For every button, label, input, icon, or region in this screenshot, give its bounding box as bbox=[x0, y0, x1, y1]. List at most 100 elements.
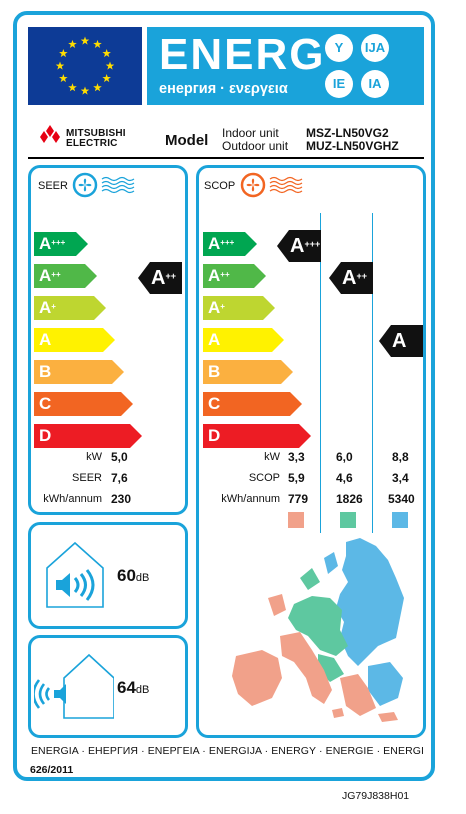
scale-bar-letter: A bbox=[208, 330, 221, 349]
scale-bar: C bbox=[203, 392, 302, 416]
scale-bar-label: A++ bbox=[39, 265, 61, 287]
scale-bar-shape bbox=[34, 360, 124, 384]
scop-col1-kw: 3,3 bbox=[288, 450, 305, 464]
climate-colder-swatch bbox=[392, 512, 408, 528]
rating-letter: A bbox=[151, 267, 166, 289]
scale-bar: B bbox=[34, 360, 124, 384]
outdoor-speaker-house-icon bbox=[34, 653, 114, 719]
rating-letter: A bbox=[290, 235, 305, 257]
scale-bar: A bbox=[203, 328, 284, 352]
scale-bar-letter: A bbox=[39, 298, 52, 317]
scop-divider-1 bbox=[320, 213, 321, 533]
scop-kwh-label: kWh/annum bbox=[221, 493, 280, 505]
europe-climate-zones-map bbox=[232, 538, 404, 722]
rating-arrow-label: A++ bbox=[342, 265, 367, 291]
scale-bar-shape bbox=[203, 424, 311, 448]
eu-star bbox=[55, 61, 65, 70]
scop-divider-2 bbox=[372, 213, 373, 533]
scale-bar: A bbox=[34, 328, 115, 352]
brand-line2: ELECTRIC bbox=[66, 138, 118, 149]
scale-bar: B bbox=[203, 360, 293, 384]
eu-star bbox=[102, 74, 111, 83]
energy-title: ENERG bbox=[159, 30, 326, 79]
scop-col2-kwh: 1826 bbox=[336, 492, 363, 506]
scale-bar-plus: + bbox=[220, 302, 225, 311]
outdoor-unit-code: MUZ-LN50VGHZ bbox=[306, 139, 399, 153]
scale-bar-letter: B bbox=[208, 362, 221, 381]
eu-star bbox=[80, 86, 90, 95]
scop-label: SCOP bbox=[204, 180, 236, 192]
scale-bar-label: C bbox=[208, 393, 220, 415]
eu-star bbox=[93, 83, 102, 92]
seer-label: SEER bbox=[38, 180, 68, 192]
scale-bar-shape bbox=[203, 328, 284, 352]
seer-kw-label: kW bbox=[86, 451, 102, 463]
scale-bar-letter: C bbox=[208, 394, 221, 413]
scale-bar-letter: A bbox=[39, 330, 52, 349]
lang-code-ia: IA bbox=[361, 70, 389, 98]
lang-code-ija: IJA bbox=[361, 34, 389, 62]
outdoor-noise-value: 64dB bbox=[117, 678, 149, 698]
rating-plus: ++ bbox=[356, 271, 367, 281]
climate-warmer-swatch bbox=[288, 512, 304, 528]
map-colder-zone bbox=[324, 538, 404, 706]
eu-stars bbox=[55, 36, 115, 95]
scop-scop-label: SCOP bbox=[248, 472, 280, 484]
rating-arrow-label: A++ bbox=[151, 265, 176, 291]
rating-arrow: A++ bbox=[329, 262, 373, 294]
seer-kwh-label: kWh/annum bbox=[43, 493, 102, 505]
rating-arrow-label: A bbox=[392, 328, 406, 354]
scale-bar-letter: A bbox=[208, 234, 221, 253]
scale-bar-shape bbox=[34, 424, 142, 448]
indoor-speaker-house-icon bbox=[46, 541, 104, 608]
eu-star bbox=[68, 39, 77, 48]
eu-star bbox=[59, 74, 68, 83]
outdoor-noise-number: 64 bbox=[117, 678, 136, 697]
scop-col3-scop: 3,4 bbox=[392, 471, 409, 485]
scale-bar-label: A bbox=[208, 329, 220, 351]
scale-bar-plus: +++ bbox=[51, 238, 66, 247]
scale-bar-shape bbox=[34, 328, 115, 352]
eu-star bbox=[59, 49, 68, 58]
outdoor-unit-label: Outdoor unit bbox=[222, 139, 289, 153]
scale-bar-shape bbox=[34, 264, 97, 288]
scale-bar-plus: ++ bbox=[220, 270, 230, 279]
rating-plus: +++ bbox=[304, 239, 321, 249]
header-divider bbox=[28, 157, 424, 159]
outdoor-noise-panel bbox=[28, 635, 188, 738]
scale-bar-shape bbox=[203, 296, 275, 320]
scale-bar-shape bbox=[34, 392, 133, 416]
seer-seer-label: SEER bbox=[72, 472, 102, 484]
scale-bar-letter: C bbox=[39, 394, 52, 413]
rating-arrow-shape bbox=[277, 230, 321, 262]
scop-col2-kw: 6,0 bbox=[336, 450, 353, 464]
indoor-unit-label: Indoor unit bbox=[222, 126, 279, 140]
scale-bar-shape bbox=[203, 264, 266, 288]
scop-col2-scop: 4,6 bbox=[336, 471, 353, 485]
three-diamonds-logo-icon bbox=[40, 125, 60, 143]
map-warmer-zone bbox=[232, 594, 398, 722]
scale-bar-shape bbox=[203, 392, 302, 416]
rating-arrow-shape bbox=[379, 325, 423, 357]
scop-kw-label: kW bbox=[264, 451, 280, 463]
indoor-noise-panel bbox=[28, 522, 188, 629]
scale-bar-letter: D bbox=[208, 426, 221, 445]
scale-bar: A++ bbox=[34, 264, 97, 288]
scale-bar: A+ bbox=[34, 296, 106, 320]
eu-star bbox=[80, 36, 90, 45]
scale-bar-plus: +++ bbox=[220, 238, 235, 247]
scale-bar-label: B bbox=[39, 361, 51, 383]
rating-arrow: A+++ bbox=[277, 230, 321, 262]
scale-bar: D bbox=[34, 424, 142, 448]
energy-header: ENERG енергия · ενεργεια Y IJA IE IA bbox=[147, 27, 424, 105]
scale-bar-label: A+++ bbox=[208, 233, 234, 255]
footer-languages: ENERGIA · ЕНЕРГИЯ · ΕΝΕΡΓΕΙΑ · ENERGIJA … bbox=[30, 745, 425, 757]
scale-bar-label: C bbox=[39, 393, 51, 415]
scale-bar-label: A+++ bbox=[39, 233, 65, 255]
eu-star bbox=[105, 61, 115, 70]
lang-code-ie: IE bbox=[325, 70, 353, 98]
scale-bar-label: A+ bbox=[208, 297, 225, 319]
scale-bar-label: B bbox=[208, 361, 220, 383]
scale-bar-letter: D bbox=[39, 426, 52, 445]
rating-arrow: A bbox=[379, 325, 423, 357]
